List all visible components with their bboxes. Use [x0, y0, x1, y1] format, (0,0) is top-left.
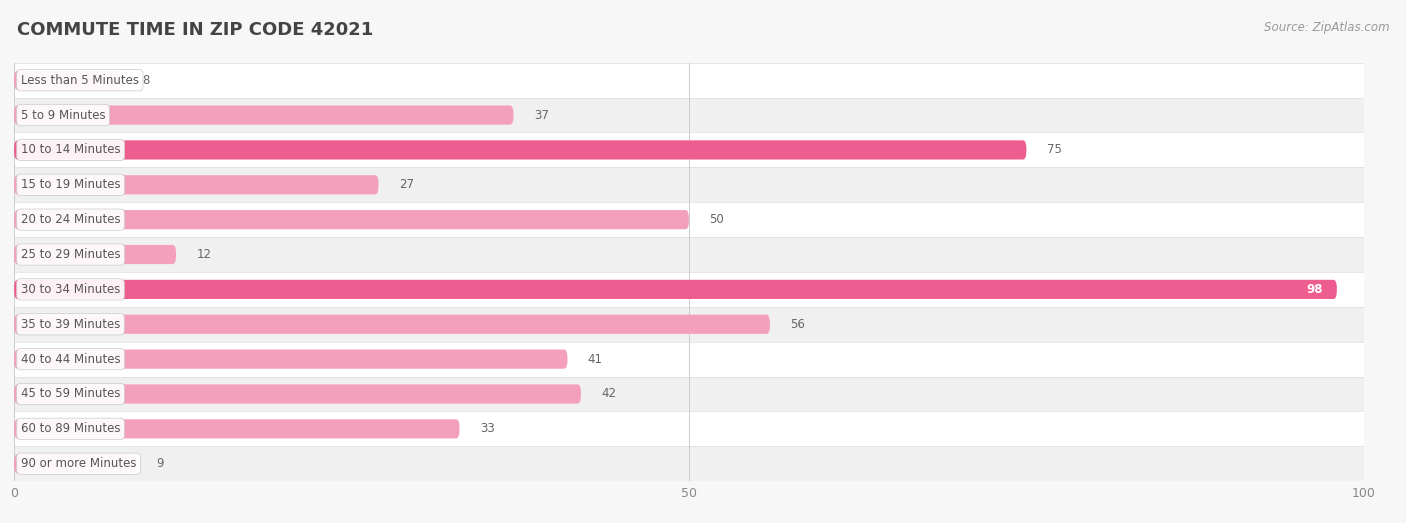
FancyBboxPatch shape: [14, 202, 1364, 237]
Text: 33: 33: [479, 423, 495, 435]
FancyBboxPatch shape: [14, 412, 1364, 446]
FancyBboxPatch shape: [14, 384, 581, 404]
FancyBboxPatch shape: [14, 63, 1364, 98]
FancyBboxPatch shape: [14, 210, 689, 229]
FancyBboxPatch shape: [14, 245, 176, 264]
FancyBboxPatch shape: [14, 98, 1364, 132]
FancyBboxPatch shape: [14, 71, 122, 90]
Text: 45 to 59 Minutes: 45 to 59 Minutes: [21, 388, 121, 401]
Text: 90 or more Minutes: 90 or more Minutes: [21, 457, 136, 470]
Text: Less than 5 Minutes: Less than 5 Minutes: [21, 74, 139, 87]
Text: 5 to 9 Minutes: 5 to 9 Minutes: [21, 109, 105, 121]
Text: 41: 41: [588, 353, 603, 366]
Text: 40 to 44 Minutes: 40 to 44 Minutes: [21, 353, 121, 366]
Text: 9: 9: [156, 457, 163, 470]
FancyBboxPatch shape: [14, 140, 1026, 160]
FancyBboxPatch shape: [14, 342, 1364, 377]
FancyBboxPatch shape: [14, 175, 378, 195]
FancyBboxPatch shape: [14, 446, 1364, 481]
Text: 8: 8: [142, 74, 149, 87]
Text: 35 to 39 Minutes: 35 to 39 Minutes: [21, 318, 120, 331]
FancyBboxPatch shape: [14, 132, 1364, 167]
FancyBboxPatch shape: [14, 454, 135, 473]
Text: 50: 50: [709, 213, 724, 226]
Text: 25 to 29 Minutes: 25 to 29 Minutes: [21, 248, 121, 261]
Text: COMMUTE TIME IN ZIP CODE 42021: COMMUTE TIME IN ZIP CODE 42021: [17, 21, 373, 39]
FancyBboxPatch shape: [14, 237, 1364, 272]
Text: 42: 42: [602, 388, 616, 401]
Text: 30 to 34 Minutes: 30 to 34 Minutes: [21, 283, 120, 296]
Text: 75: 75: [1046, 143, 1062, 156]
Text: 15 to 19 Minutes: 15 to 19 Minutes: [21, 178, 121, 191]
FancyBboxPatch shape: [14, 419, 460, 438]
FancyBboxPatch shape: [14, 307, 1364, 342]
Text: 98: 98: [1306, 283, 1323, 296]
Text: 37: 37: [534, 109, 548, 121]
FancyBboxPatch shape: [14, 167, 1364, 202]
FancyBboxPatch shape: [14, 280, 1337, 299]
Text: 56: 56: [790, 318, 806, 331]
FancyBboxPatch shape: [14, 272, 1364, 307]
FancyBboxPatch shape: [14, 106, 513, 124]
Text: 10 to 14 Minutes: 10 to 14 Minutes: [21, 143, 121, 156]
FancyBboxPatch shape: [14, 349, 568, 369]
FancyBboxPatch shape: [14, 315, 770, 334]
Text: 20 to 24 Minutes: 20 to 24 Minutes: [21, 213, 121, 226]
FancyBboxPatch shape: [14, 377, 1364, 412]
Text: Source: ZipAtlas.com: Source: ZipAtlas.com: [1264, 21, 1389, 34]
Text: 60 to 89 Minutes: 60 to 89 Minutes: [21, 423, 121, 435]
Text: 27: 27: [399, 178, 413, 191]
Text: 12: 12: [197, 248, 211, 261]
